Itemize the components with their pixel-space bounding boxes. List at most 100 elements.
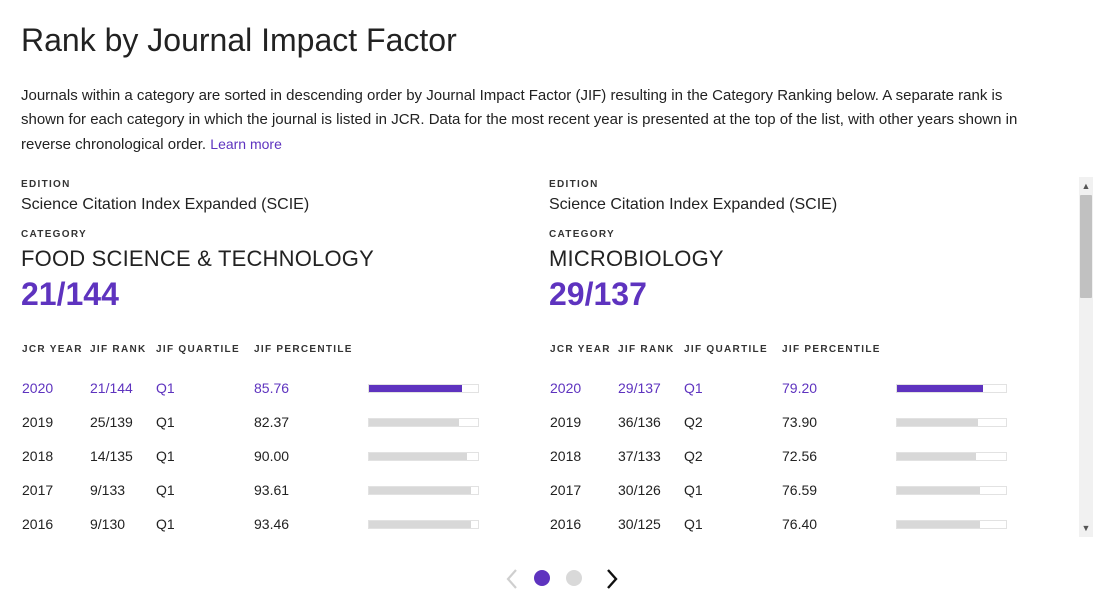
carousel-pager (500, 565, 630, 593)
percentile-bar (896, 520, 1007, 529)
pager-dot[interactable] (566, 570, 582, 586)
description: Journals within a category are sorted in… (21, 84, 1041, 157)
header-jcr-year: JCR YEAR (550, 344, 611, 355)
cell-quartile: Q2 (684, 448, 703, 464)
header-jif-percentile: JIF PERCENTILE (254, 344, 353, 355)
table-row: 2017 30/126 Q1 76.59 (549, 474, 1069, 508)
percentile-bar (368, 452, 479, 461)
percentile-bar (368, 520, 479, 529)
cell-year: 2020 (550, 380, 582, 396)
cell-year: 2017 (550, 482, 582, 498)
chevron-right-icon[interactable] (602, 565, 622, 593)
cell-rank: 29/137 (618, 380, 661, 396)
percentile-bar-fill (897, 521, 981, 528)
edition-value: Science Citation Index Expanded (SCIE) (549, 196, 838, 213)
cell-rank: 25/139 (90, 414, 133, 430)
cell-percentile: 76.40 (782, 516, 818, 532)
cell-rank: 21/144 (90, 380, 133, 396)
header-jif-quartile: JIF QUARTILE (156, 344, 240, 355)
edition-label: EDITION (549, 179, 599, 190)
cell-year: 2019 (22, 414, 54, 430)
header-jif-percentile: JIF PERCENTILE (782, 344, 881, 355)
cell-quartile: Q1 (684, 380, 703, 396)
table-row: 2020 29/137 Q1 79.20 (549, 372, 1069, 406)
caret-up-icon[interactable]: ▲ (1081, 181, 1091, 191)
cell-quartile: Q1 (156, 448, 175, 464)
cell-percentile: 93.61 (254, 482, 290, 498)
percentile-bar-fill (369, 419, 459, 426)
caret-down-icon[interactable]: ▼ (1081, 523, 1091, 533)
cell-rank: 9/130 (90, 516, 126, 532)
cell-year: 2017 (22, 482, 54, 498)
cell-year: 2016 (550, 516, 582, 532)
page-title: Rank by Journal Impact Factor (21, 22, 457, 58)
category-name: FOOD SCIENCE & TECHNOLOGY (21, 246, 374, 271)
table-row: 2017 9/133 Q1 93.61 (21, 474, 541, 508)
cell-year: 2018 (22, 448, 54, 464)
cell-quartile: Q1 (684, 482, 703, 498)
table-row: 2019 25/139 Q1 82.37 (21, 406, 541, 440)
category-name: MICROBIOLOGY (549, 246, 724, 271)
description-text: Journals within a category are sorted in… (21, 87, 1018, 153)
cell-year: 2020 (22, 380, 54, 396)
category-rank: 21/144 (21, 276, 119, 312)
cell-quartile: Q2 (684, 414, 703, 430)
edition-label: EDITION (21, 179, 71, 190)
rank-carousel: EDITION Science Citation Index Expanded … (0, 174, 1075, 539)
cell-quartile: Q1 (156, 380, 175, 396)
percentile-bar-fill (369, 521, 471, 528)
category-label: CATEGORY (21, 229, 87, 240)
table-row: 2016 9/130 Q1 93.46 (21, 508, 541, 539)
percentile-bar-fill (369, 487, 472, 494)
cell-percentile: 93.46 (254, 516, 290, 532)
learn-more-link[interactable]: Learn more (210, 136, 282, 152)
edition-value: Science Citation Index Expanded (SCIE) (21, 196, 310, 213)
table-row: 2019 36/136 Q2 73.90 (549, 406, 1069, 440)
cell-rank: 9/133 (90, 482, 126, 498)
percentile-bar-fill (369, 385, 463, 392)
cell-percentile: 82.37 (254, 414, 290, 430)
percentile-bar (368, 418, 479, 427)
cell-year: 2018 (550, 448, 582, 464)
percentile-bar (896, 418, 1007, 427)
cell-year: 2016 (22, 516, 54, 532)
percentile-bar (368, 384, 479, 393)
cell-rank: 36/136 (618, 414, 661, 430)
percentile-bar-fill (897, 419, 978, 426)
category-rank: 29/137 (549, 276, 647, 312)
header-jcr-year: JCR YEAR (22, 344, 83, 355)
header-jif-rank: JIF RANK (618, 344, 675, 355)
cell-percentile: 90.00 (254, 448, 290, 464)
table-row: 2018 37/133 Q2 72.56 (549, 440, 1069, 474)
table-row: 2016 30/125 Q1 76.40 (549, 508, 1069, 539)
scrollbar-thumb[interactable] (1080, 195, 1092, 298)
cell-quartile: Q1 (156, 516, 175, 532)
cell-percentile: 79.20 (782, 380, 818, 396)
header-jif-quartile: JIF QUARTILE (684, 344, 768, 355)
cell-rank: 30/125 (618, 516, 661, 532)
percentile-bar-fill (897, 487, 981, 494)
cell-rank: 37/133 (618, 448, 661, 464)
cell-quartile: Q1 (156, 414, 175, 430)
cell-percentile: 76.59 (782, 482, 818, 498)
pager-dot-active[interactable] (534, 570, 550, 586)
percentile-bar-fill (897, 385, 984, 392)
percentile-bar (896, 486, 1007, 495)
cell-percentile: 72.56 (782, 448, 818, 464)
cell-quartile: Q1 (684, 516, 703, 532)
percentile-bar-fill (897, 453, 977, 460)
vertical-scrollbar[interactable]: ▲ ▼ (1079, 177, 1093, 537)
cell-quartile: Q1 (156, 482, 175, 498)
percentile-bar (896, 384, 1007, 393)
table-header: JCR YEAR JIF RANK JIF QUARTILE JIF PERCE… (21, 344, 541, 358)
table-row: 2020 21/144 Q1 85.76 (21, 372, 541, 406)
cell-percentile: 85.76 (254, 380, 290, 396)
cell-year: 2019 (550, 414, 582, 430)
category-label: CATEGORY (549, 229, 615, 240)
cell-percentile: 73.90 (782, 414, 818, 430)
percentile-bar (368, 486, 479, 495)
cell-rank: 14/135 (90, 448, 133, 464)
percentile-bar-fill (369, 453, 468, 460)
cell-rank: 30/126 (618, 482, 661, 498)
chevron-left-icon[interactable] (502, 565, 522, 593)
